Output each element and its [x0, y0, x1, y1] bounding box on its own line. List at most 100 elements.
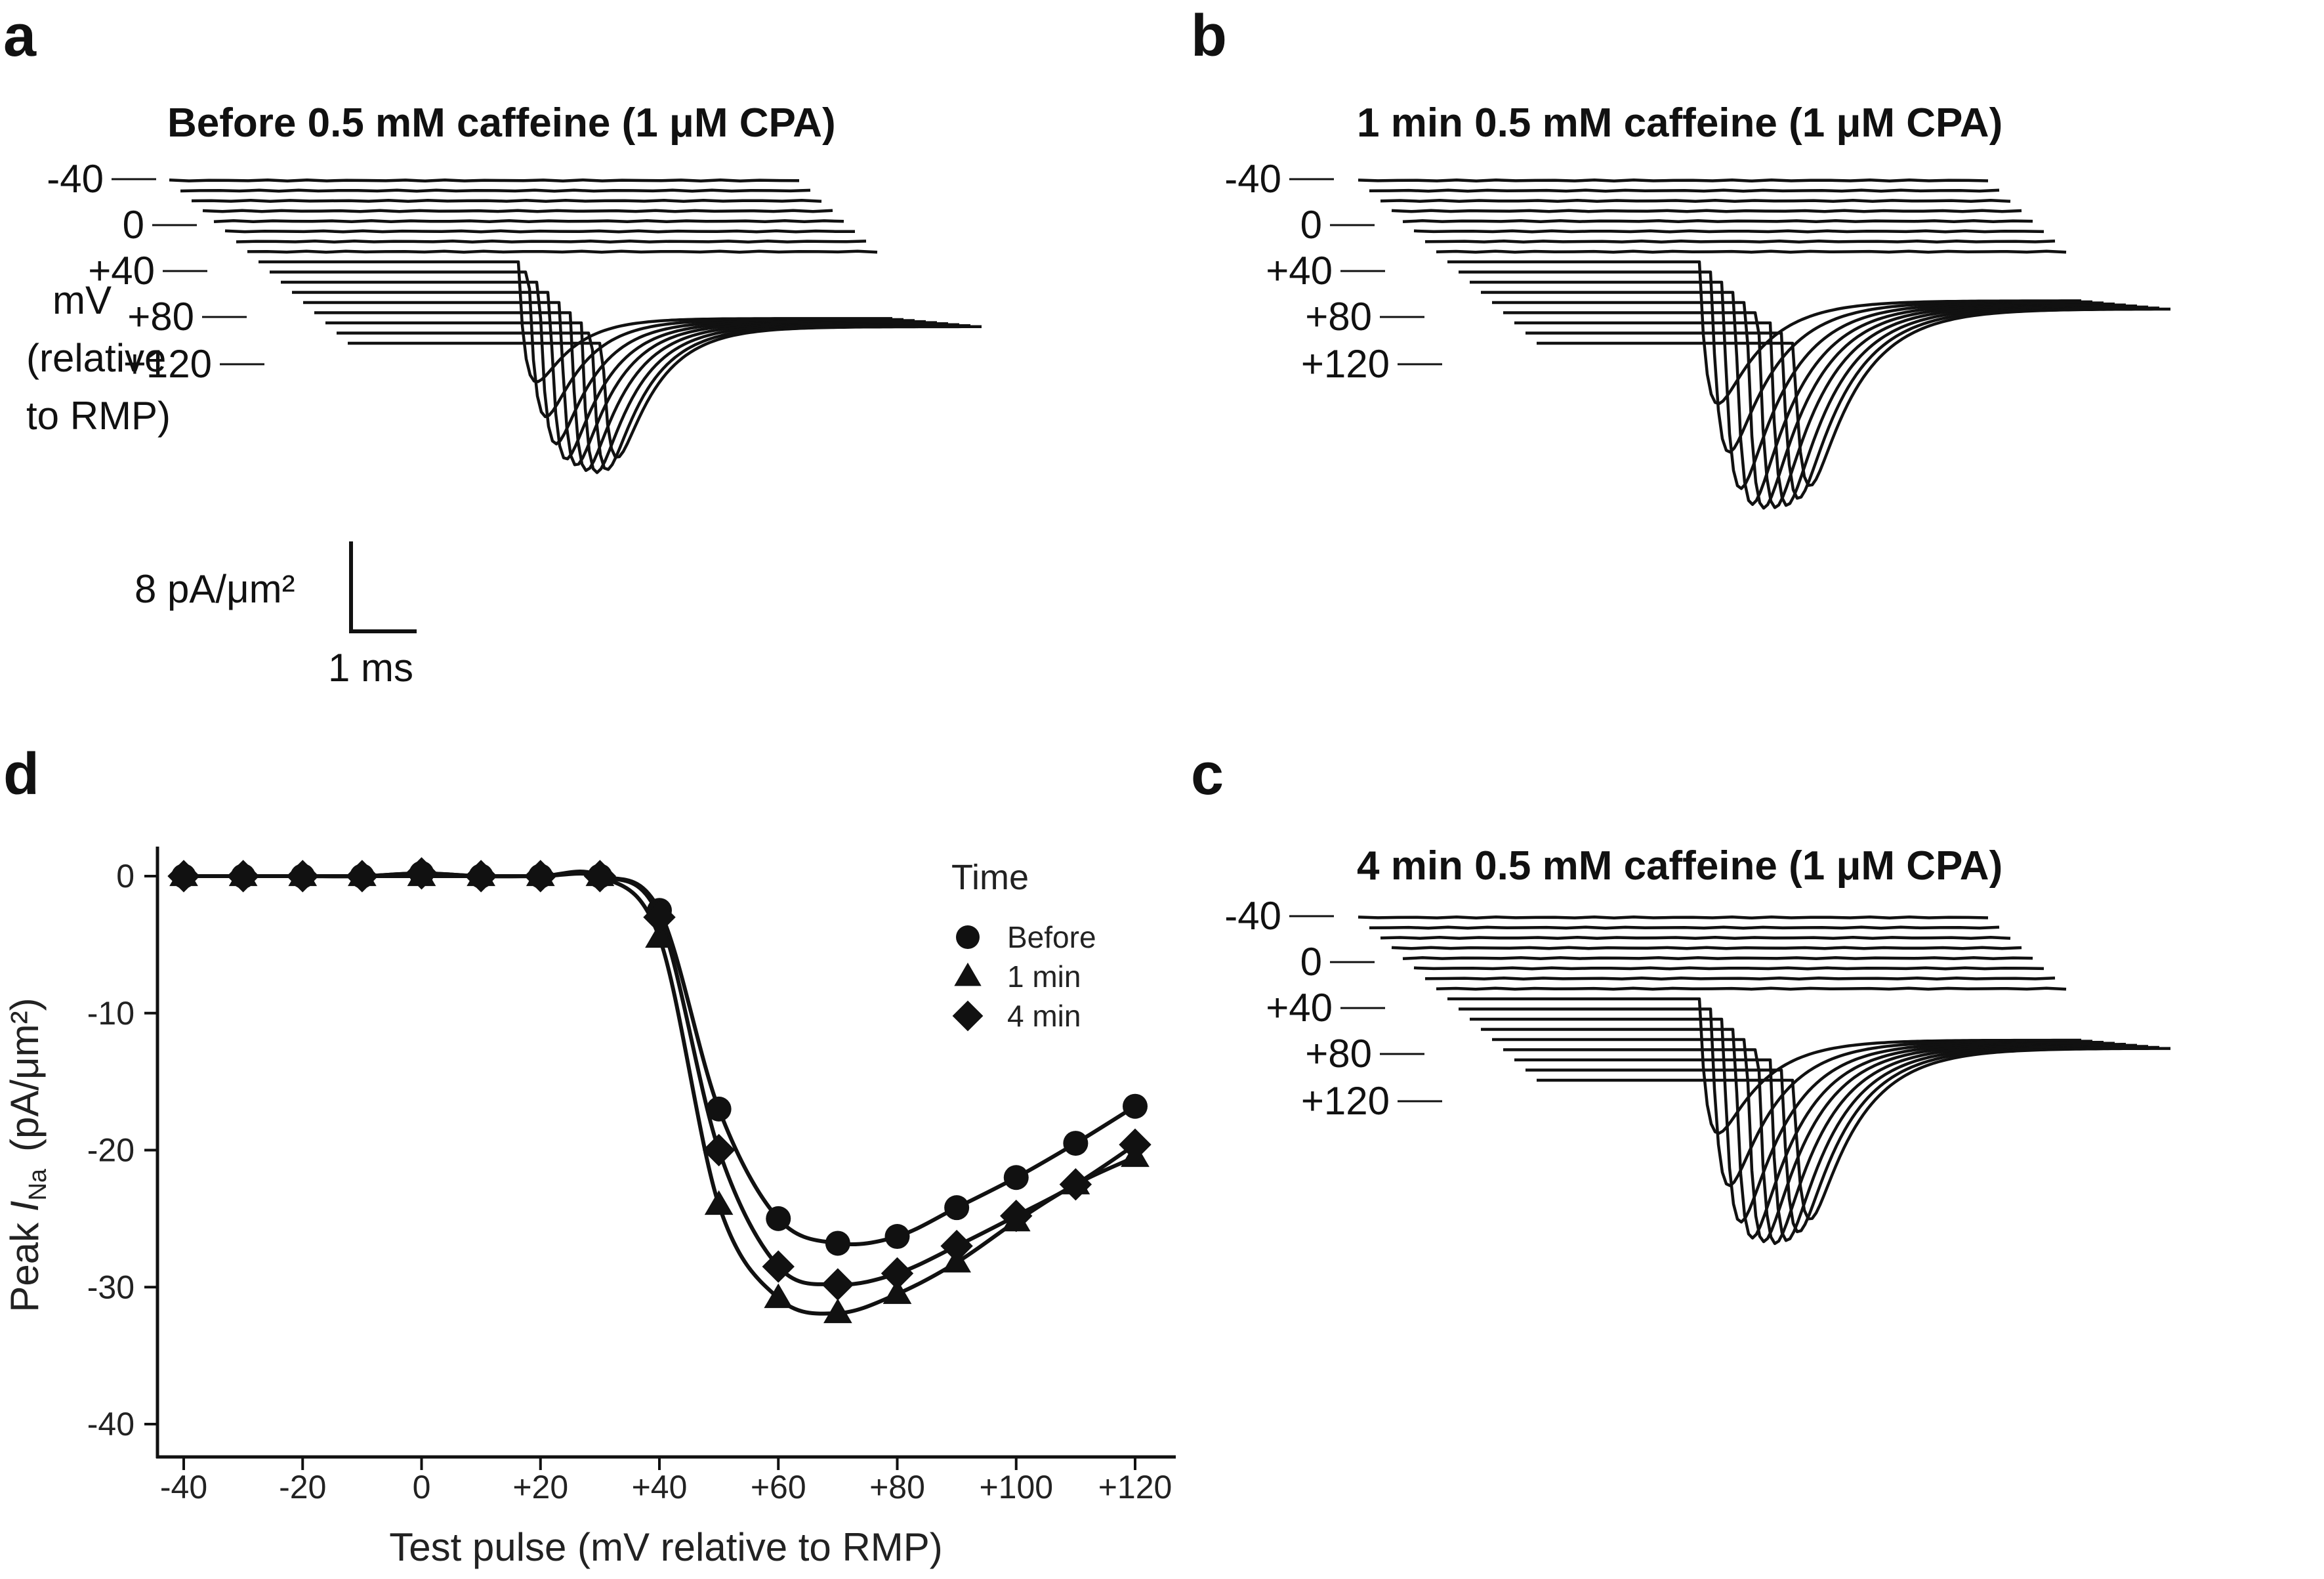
data-point-4-min — [881, 1257, 914, 1290]
data-point-before — [766, 1206, 791, 1231]
data-point-before — [1063, 1131, 1089, 1156]
data-point-4-min — [643, 900, 676, 934]
legend-title: Time — [951, 858, 1029, 897]
current-trace — [224, 229, 855, 234]
current-trace — [1424, 976, 2056, 981]
current-trace — [1402, 956, 2033, 961]
data-point-1-min — [704, 1190, 734, 1215]
voltage-labels-b: -40 0+40+80+120 — [1224, 157, 1442, 386]
traces-a — [169, 178, 982, 474]
x-tick-label: +100 — [979, 1469, 1053, 1505]
current-trace — [314, 311, 948, 473]
current-trace — [1537, 307, 2170, 487]
current-trace — [1514, 1045, 2148, 1242]
data-point-4-min — [702, 1133, 736, 1167]
traces-c — [1358, 915, 2170, 1246]
legend-marker-4-min — [952, 1000, 984, 1032]
panel-c: c 4 min 0.5 mM caffeine (1 μM CPA) -400+… — [1191, 742, 2170, 1246]
current-trace — [180, 188, 811, 193]
voltage-label: +80 — [1305, 1032, 1372, 1076]
data-point-1-min — [882, 1279, 912, 1304]
current-trace — [191, 198, 822, 203]
scale-bar: 8 pA/μm² 1 ms — [135, 541, 417, 690]
x-axis-title: Test pulse (mV relative to RMP) — [389, 1525, 943, 1569]
data-point-4-min — [1059, 1168, 1092, 1201]
y-axis-title-sub: Na — [24, 1168, 52, 1200]
current-trace — [1436, 986, 2067, 991]
data-point-before — [944, 1195, 970, 1221]
y-tick-label: -20 — [87, 1132, 135, 1169]
data-points — [167, 857, 1152, 1324]
panel-b-title: 1 min 0.5 mM caffeine (1 μM CPA) — [1357, 100, 2002, 146]
mv-label: mV — [52, 278, 112, 322]
panel-letter-c: c — [1191, 742, 1224, 807]
current-trace — [1391, 209, 2022, 213]
legend-marker-before — [956, 925, 980, 949]
data-point-before — [825, 1231, 850, 1256]
panel-b: b 1 min 0.5 mM caffeine (1 μM CPA) -400+… — [1191, 3, 2170, 510]
current-trace — [1514, 305, 2148, 507]
current-trace — [1358, 915, 1989, 920]
current-trace — [1369, 925, 2000, 930]
x-tick-label: +80 — [869, 1469, 925, 1505]
voltage-labels-a: -40 0+40+80+120 — [47, 157, 264, 386]
y-axis-title-prefix: Peak — [3, 1211, 47, 1312]
legend-label: 4 min — [1007, 999, 1081, 1033]
x-tick-label: 0 — [413, 1469, 431, 1505]
data-point-before — [1123, 1093, 1148, 1119]
legend-label: Before — [1007, 920, 1096, 954]
voltage-label: +40 — [1266, 249, 1333, 293]
data-point-before — [884, 1224, 910, 1250]
x-tick-label: +120 — [1098, 1469, 1172, 1505]
data-point-1-min — [823, 1298, 852, 1324]
current-trace — [1413, 229, 2044, 234]
legend-label: 1 min — [1007, 959, 1081, 994]
data-point-before — [706, 1096, 732, 1122]
current-trace — [1380, 198, 2011, 203]
data-point-before — [1003, 1165, 1029, 1190]
current-trace — [202, 209, 833, 213]
x-tick-label: -20 — [279, 1469, 326, 1505]
data-point-4-min — [1119, 1128, 1152, 1161]
data-point-4-min — [465, 860, 497, 893]
data-point-4-min — [821, 1268, 854, 1301]
data-point-1-min — [764, 1283, 793, 1309]
y-tick-label: -40 — [87, 1406, 135, 1442]
current-trace — [169, 178, 800, 183]
current-trace — [1503, 1043, 2137, 1246]
scale-bar-y-label: 8 pA/μm² — [135, 567, 295, 611]
data-point-4-min — [1000, 1200, 1033, 1232]
current-trace — [1391, 946, 2022, 950]
voltage-label: 0 — [1300, 203, 1322, 247]
x-ticks: -40 -20 0 +20 +40 +60 +80 +100 +120 — [160, 1457, 1172, 1505]
current-trace — [247, 249, 878, 254]
panel-letter-b: b — [1191, 3, 1227, 69]
voltage-label: +40 — [1266, 986, 1333, 1030]
voltage-label: +120 — [1301, 342, 1390, 386]
voltage-label: +40 — [88, 249, 155, 293]
current-trace — [1358, 178, 1989, 183]
y-tick-label: -10 — [87, 995, 135, 1032]
voltage-label: +120 — [123, 342, 212, 386]
data-point-4-min — [524, 860, 557, 893]
current-trace — [1380, 935, 2011, 940]
y-ticks: 0 -10 -20 -30 -40 — [87, 858, 157, 1442]
current-trace — [1402, 219, 2033, 224]
voltage-label: +120 — [1301, 1079, 1390, 1123]
data-point-4-min — [940, 1229, 973, 1263]
voltage-label: 0 — [1300, 940, 1322, 984]
panel-c-title: 4 min 0.5 mM caffeine (1 μM CPA) — [1357, 843, 2002, 889]
y-axis-title-var: I — [3, 1201, 47, 1212]
panel-letter-a: a — [3, 3, 37, 69]
legend-marker-1-min — [954, 962, 982, 986]
current-trace — [1413, 966, 2044, 971]
current-trace — [348, 325, 982, 459]
x-tick-label: +60 — [751, 1469, 806, 1505]
data-point-4-min — [583, 860, 617, 893]
panel-a-title: Before 0.5 mM caffeine (1 μM CPA) — [167, 100, 836, 146]
panel-d: d 0 -10 -20 -30 -40 -40 -20 0 +20 +40 +60 +80 +100 +… — [3, 742, 1176, 1569]
data-point-4-min — [167, 860, 200, 893]
legend: Time Before 1 min 4 min — [951, 858, 1096, 1033]
voltage-label: +80 — [1305, 295, 1372, 339]
